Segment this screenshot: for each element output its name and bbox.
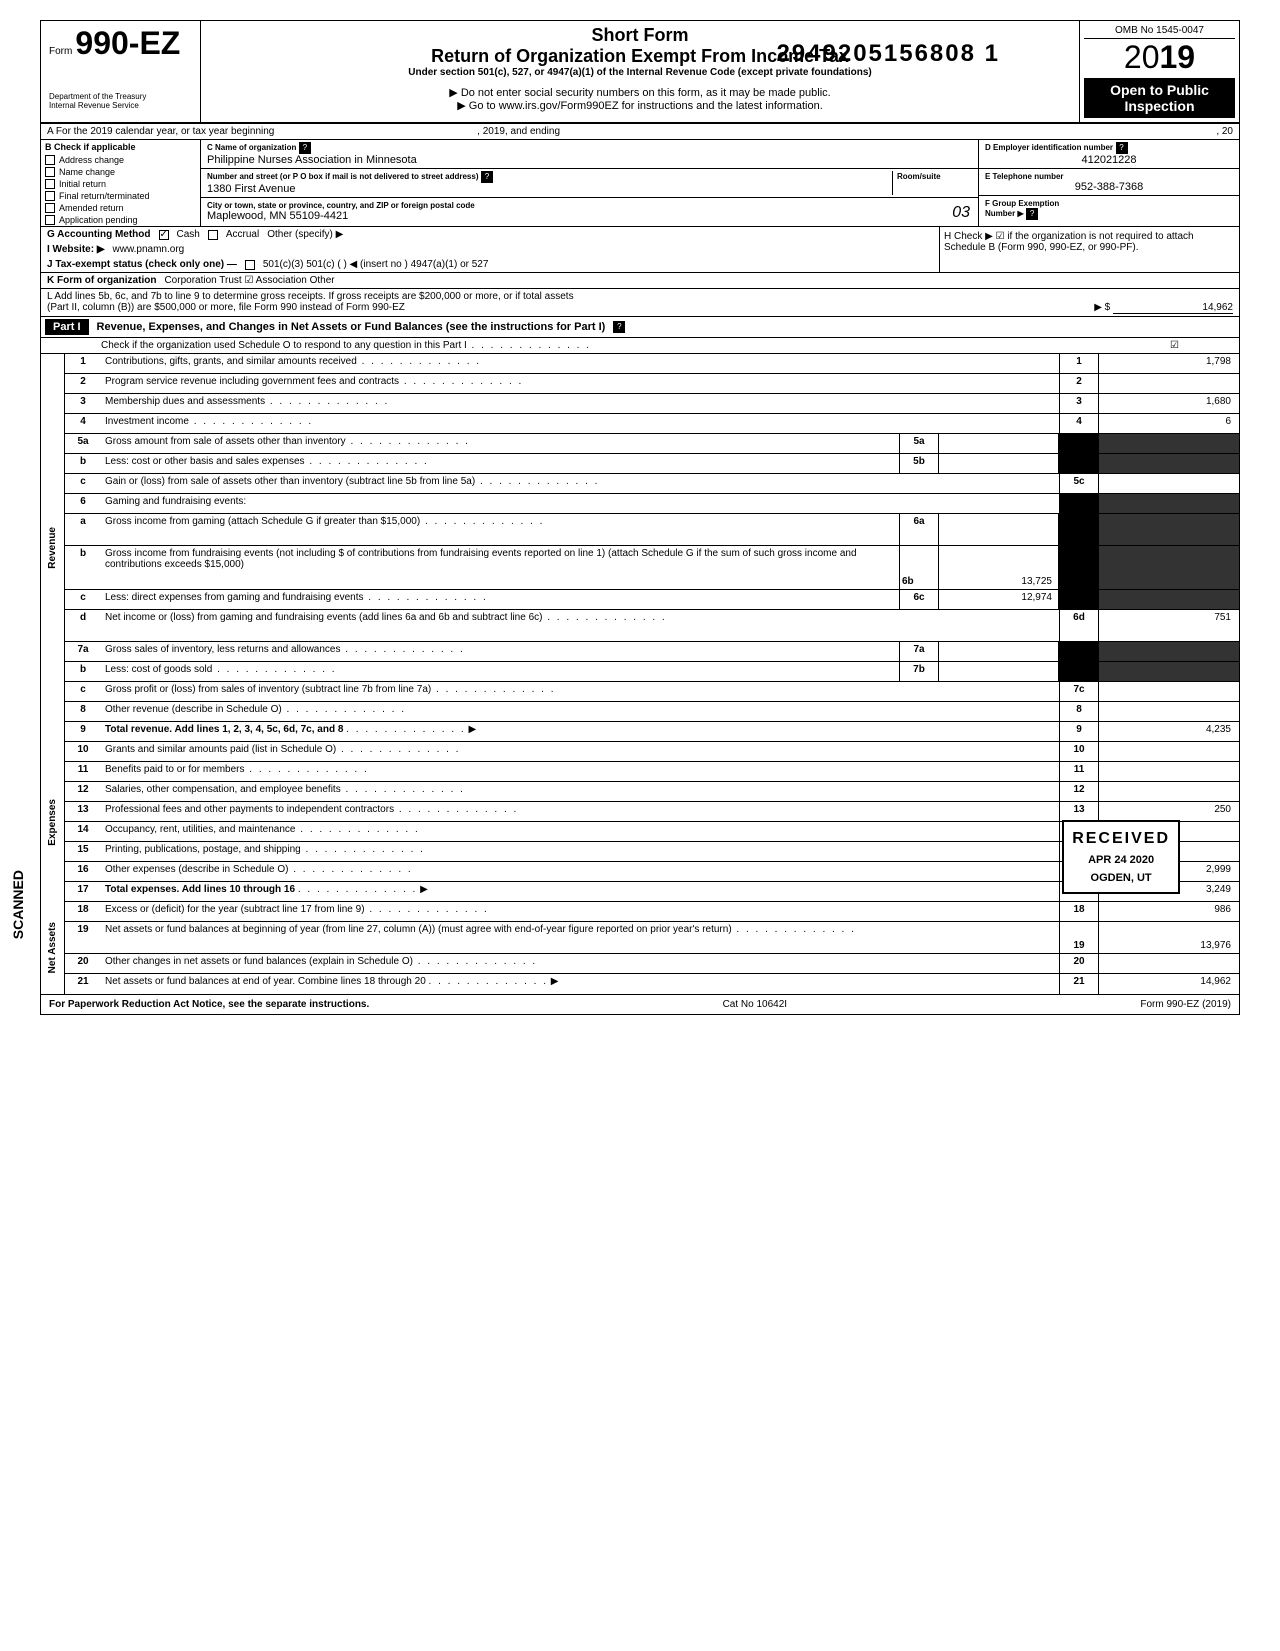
org-name: Philippine Nurses Association in Minneso…	[207, 154, 417, 166]
right-info-col: D Employer identification number ? 41202…	[979, 140, 1239, 226]
row-j: J Tax-exempt status (check only one) — 5…	[41, 257, 939, 272]
checkbox-pending[interactable]	[45, 215, 55, 225]
form-990ez: Form 990-EZ Department of the Treasury I…	[40, 20, 1240, 1015]
street-address: 1380 First Avenue	[207, 183, 295, 195]
part1-header: Part I Revenue, Expenses, and Changes in…	[41, 316, 1239, 338]
scanned-stamp: SCANNED	[10, 870, 26, 939]
line1-amount: 1,798	[1099, 354, 1239, 373]
gross-receipts: 14,962	[1113, 302, 1233, 314]
row-h: H Check ▶ ☑ if the organization is not r…	[939, 227, 1239, 272]
expenses-section: Expenses 10Grants and similar amounts pa…	[41, 742, 1239, 902]
checkbox-name[interactable]	[45, 167, 55, 177]
subtitle: Under section 501(c), 527, or 4947(a)(1)…	[205, 67, 1075, 78]
received-stamp: RECEIVED APR 24 2020 OGDEN, UT	[1062, 820, 1180, 894]
year-cell: OMB No 1545-0047 2019 Open to Public Ins…	[1079, 21, 1239, 122]
instruction2: ▶ Go to www.irs.gov/Form990EZ for instru…	[205, 99, 1075, 112]
checkbox-cash[interactable]	[159, 230, 169, 240]
checkbox-initial[interactable]	[45, 179, 55, 189]
line6c-amount: 12,974	[939, 590, 1059, 609]
telephone: 952-388-7368	[985, 181, 1233, 193]
city-state-zip: Maplewood, MN 55109-4421	[207, 210, 348, 222]
row-k: K Form of organization Corporation Trust…	[41, 273, 1239, 289]
part1-check: Check if the organization used Schedule …	[41, 338, 1239, 354]
help-icon: ?	[481, 171, 493, 183]
tax-year: 2019	[1084, 39, 1235, 76]
line4-amount: 6	[1099, 414, 1239, 433]
form-number-cell: Form 990-EZ Department of the Treasury I…	[41, 21, 201, 122]
line21-amount: 14,962	[1099, 974, 1239, 994]
form-prefix: Form	[49, 46, 72, 57]
line9-amount: 4,235	[1099, 722, 1239, 741]
line13-amount: 250	[1099, 802, 1239, 821]
dept-treasury: Department of the Treasury Internal Reve…	[49, 92, 209, 110]
section-b: B Check if applicable Address change Nam…	[41, 140, 201, 226]
checkbox-final[interactable]	[45, 191, 55, 201]
document-id: 2949205156808 1	[776, 40, 1000, 68]
omb-number: OMB No 1545-0047	[1084, 25, 1235, 39]
info-grid: B Check if applicable Address change Nam…	[41, 140, 1239, 227]
section-c: C Name of organization ? Philippine Nurs…	[201, 140, 979, 226]
instruction1: ▶ Do not enter social security numbers o…	[205, 86, 1075, 99]
handwritten-03: 03	[952, 204, 970, 222]
row-g: G Accounting Method Cash Accrual Other (…	[41, 227, 939, 242]
line2-amount	[1099, 374, 1239, 393]
line18-amount: 986	[1099, 902, 1239, 921]
form-number: 990-EZ	[75, 25, 180, 61]
ein: 412021228	[985, 154, 1233, 166]
form-footer: For Paperwork Reduction Act Notice, see …	[41, 994, 1239, 1014]
row-l: L Add lines 5b, 6c, and 7b to line 9 to …	[41, 289, 1239, 316]
netassets-section: Net Assets 18Excess or (deficit) for the…	[41, 902, 1239, 994]
line6b-amount: 13,725	[939, 546, 1059, 589]
line6d-amount: 751	[1099, 610, 1239, 641]
line19-amount: 13,976	[1099, 922, 1239, 953]
open-public-label: Open to Public Inspection	[1084, 78, 1235, 118]
form-header: Form 990-EZ Department of the Treasury I…	[41, 21, 1239, 124]
help-icon: ?	[1026, 208, 1038, 220]
row-a: A For the 2019 calendar year, or tax yea…	[41, 124, 1239, 140]
row-i: I Website: ▶ www.pnamn.org	[41, 242, 939, 257]
checkbox-amended[interactable]	[45, 203, 55, 213]
title-cell: Short Form Return of Organization Exempt…	[201, 21, 1079, 122]
checkbox-accrual[interactable]	[208, 230, 218, 240]
help-icon: ?	[613, 321, 625, 333]
checkbox-501c3[interactable]	[245, 260, 255, 270]
website: www.pnamn.org	[113, 244, 185, 255]
help-icon: ?	[299, 142, 311, 154]
revenue-section: Revenue 1Contributions, gifts, grants, a…	[41, 354, 1239, 742]
line3-amount: 1,680	[1099, 394, 1239, 413]
checkbox-address[interactable]	[45, 155, 55, 165]
help-icon: ?	[1116, 142, 1128, 154]
line5c-amount	[1099, 474, 1239, 493]
